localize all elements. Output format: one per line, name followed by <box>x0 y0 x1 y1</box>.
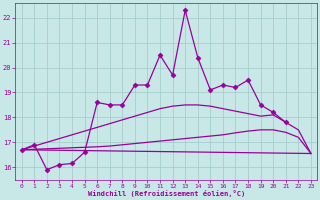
X-axis label: Windchill (Refroidissement éolien,°C): Windchill (Refroidissement éolien,°C) <box>88 190 245 197</box>
